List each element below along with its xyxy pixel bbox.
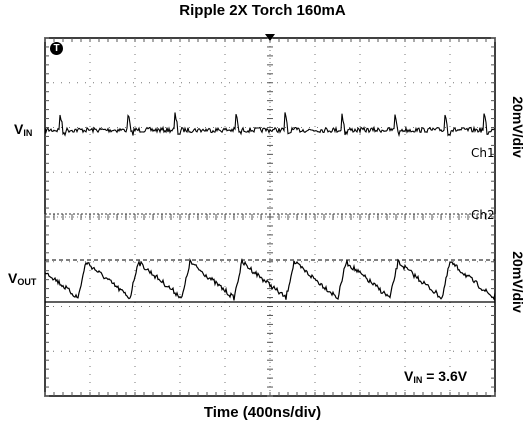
vin-setting-value: = 3.6V	[426, 368, 468, 384]
trigger-icon: T	[50, 42, 63, 55]
vin-setting-main: V	[404, 368, 414, 384]
vout-label: VOUT	[8, 270, 36, 287]
trigger-letter: T	[53, 43, 60, 54]
vin-label: VIN	[14, 121, 32, 138]
ch2-marker: Ch2	[471, 208, 495, 222]
vout-label-sub: OUT	[17, 277, 37, 287]
vout-label-main: V	[8, 270, 18, 286]
trigger-position-marker	[265, 34, 275, 41]
traces	[44, 112, 496, 301]
ch1-scale-label: 20mV/div	[510, 96, 525, 158]
ch2-scale-label: 20mV/div	[510, 251, 525, 313]
grid	[44, 37, 496, 397]
chart-title: Ripple 2X Torch 160mA	[179, 2, 346, 19]
vin-setting-sub: IN	[413, 375, 423, 385]
vin-trace	[44, 112, 496, 138]
vin-setting-annotation: VIN = 3.6V	[402, 368, 470, 385]
ch1-marker: Ch1	[471, 146, 495, 160]
vin-label-sub: IN	[23, 128, 33, 138]
x-axis-label: Time (400ns/div)	[203, 404, 322, 421]
vin-label-main: V	[14, 121, 24, 137]
vout-trace	[44, 257, 496, 301]
